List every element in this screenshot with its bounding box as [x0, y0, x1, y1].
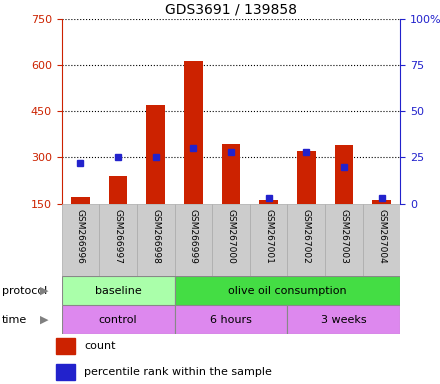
Text: GSM266999: GSM266999 — [189, 209, 198, 264]
Bar — [62, 276, 175, 305]
Text: GSM267000: GSM267000 — [227, 209, 235, 264]
Text: GSM266997: GSM266997 — [114, 209, 123, 264]
Bar — [175, 276, 400, 305]
Text: 6 hours: 6 hours — [210, 314, 252, 325]
Bar — [259, 200, 278, 204]
Text: percentile rank within the sample: percentile rank within the sample — [84, 367, 272, 377]
Bar — [147, 105, 165, 204]
Text: GSM266998: GSM266998 — [151, 209, 160, 264]
Text: ▶: ▶ — [40, 314, 48, 325]
Text: GSM267002: GSM267002 — [302, 209, 311, 264]
Bar — [212, 204, 250, 276]
Text: ▶: ▶ — [40, 286, 48, 296]
Bar — [62, 305, 175, 334]
Bar — [109, 176, 128, 204]
Text: GSM267003: GSM267003 — [339, 209, 348, 264]
Bar — [56, 364, 75, 380]
Bar — [297, 151, 316, 204]
Text: control: control — [99, 314, 137, 325]
Bar — [71, 197, 90, 204]
Text: baseline: baseline — [95, 286, 141, 296]
Bar — [175, 305, 287, 334]
Bar — [222, 144, 240, 204]
Text: GSM267004: GSM267004 — [377, 209, 386, 264]
Title: GDS3691 / 139858: GDS3691 / 139858 — [165, 3, 297, 17]
Bar — [250, 204, 287, 276]
Bar — [184, 61, 203, 204]
Text: time: time — [2, 314, 27, 325]
Bar — [56, 338, 75, 354]
Text: 3 weeks: 3 weeks — [321, 314, 367, 325]
Text: olive oil consumption: olive oil consumption — [228, 286, 347, 296]
Bar — [287, 305, 400, 334]
Text: GSM266996: GSM266996 — [76, 209, 85, 264]
Bar — [372, 200, 391, 204]
Bar — [137, 204, 175, 276]
Bar — [287, 204, 325, 276]
Bar — [325, 204, 363, 276]
Text: count: count — [84, 341, 116, 351]
Text: GSM267001: GSM267001 — [264, 209, 273, 264]
Bar — [62, 204, 99, 276]
Bar — [175, 204, 212, 276]
Bar — [363, 204, 400, 276]
Text: protocol: protocol — [2, 286, 48, 296]
Bar — [99, 204, 137, 276]
Bar — [334, 145, 353, 204]
